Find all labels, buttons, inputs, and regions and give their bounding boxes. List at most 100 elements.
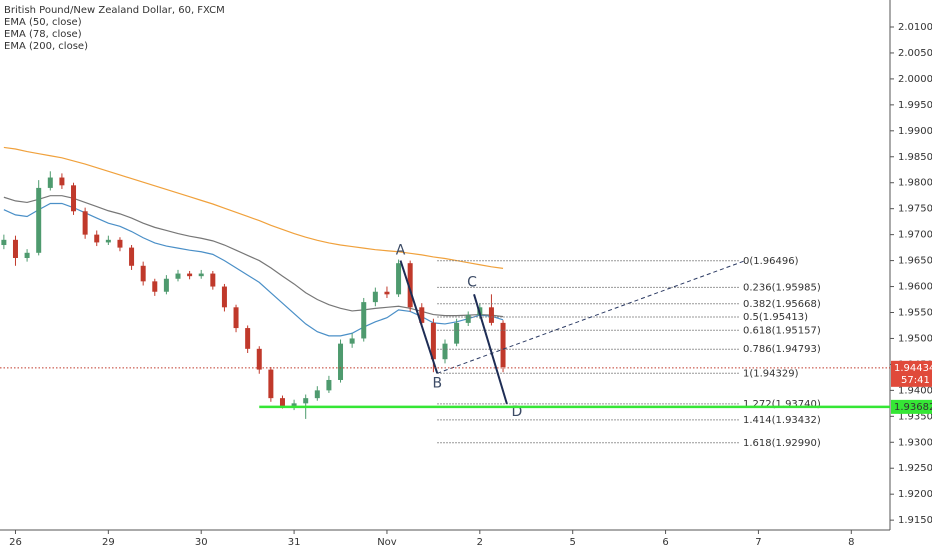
fib-level-label: 0.382(1.95668): [743, 299, 821, 310]
candle-body: [152, 281, 158, 292]
candle-body: [454, 322, 460, 344]
fib-level-label: 0.618(1.95157): [743, 325, 821, 336]
candle-body: [198, 273, 204, 277]
last-price-box: [891, 360, 932, 387]
candle-body: [71, 185, 77, 212]
candle-body: [384, 291, 390, 295]
candle-body: [47, 177, 53, 188]
last-price-label: 1.94434: [894, 363, 932, 374]
support-price-label: 1.93682: [894, 402, 932, 413]
x-tick-label: 2: [477, 537, 483, 548]
candle-body: [210, 273, 216, 287]
candle-body: [163, 278, 169, 292]
fib-level-label: 1(1.94329): [743, 368, 799, 379]
fib-level-label: 1.618(1.92990): [743, 438, 821, 449]
y-tick-label: 1.95000: [898, 333, 932, 344]
candle-body: [291, 403, 297, 406]
y-tick-label: 1.94000: [898, 385, 932, 396]
pattern-point-label: D: [512, 404, 523, 420]
candle-body: [372, 291, 378, 303]
candle-body: [361, 302, 367, 339]
ema-line: [3, 146, 504, 269]
pattern-point-label: B: [432, 375, 442, 391]
candle-body: [500, 322, 506, 368]
y-tick-label: 1.95500: [898, 307, 932, 318]
candle-body: [303, 398, 309, 404]
fib-level-label: 0.236(1.95985): [743, 282, 821, 293]
candle-body: [430, 322, 436, 360]
y-tick-label: 2.01000: [898, 22, 932, 33]
candle-body: [175, 273, 181, 279]
x-tick-label: 29: [102, 537, 115, 548]
fib-level-label: 0.786(1.94793): [743, 344, 821, 355]
candle-body: [129, 247, 135, 266]
candle-body: [349, 338, 355, 344]
fib-level-label: 0(1.96496): [743, 256, 799, 267]
chart-title: British Pound/New Zealand Dollar, 60, FX…: [4, 5, 225, 16]
y-tick-label: 1.98500: [898, 152, 932, 163]
candle-body: [396, 263, 402, 295]
candle-body: [221, 286, 227, 308]
candle-body: [187, 273, 193, 277]
x-tick-label: 5: [570, 537, 576, 548]
x-tick-label: 8: [848, 537, 854, 548]
support-price-box: [891, 399, 932, 414]
y-tick-label: 1.93500: [898, 411, 932, 422]
candle-body: [24, 252, 30, 258]
candle-body: [233, 307, 239, 329]
y-tick-label: 1.98000: [898, 178, 932, 189]
fib-level-label: 1.414(1.93432): [743, 415, 821, 426]
candle-body: [36, 187, 42, 253]
x-tick-label: 26: [9, 537, 22, 548]
legend-entry: EMA (200, close): [4, 41, 88, 52]
legend-entry: EMA (78, close): [4, 29, 82, 40]
candle-body: [465, 315, 471, 323]
pattern-point-label: C: [467, 274, 477, 290]
legend-entry: EMA (50, close): [4, 17, 82, 28]
candle-body: [256, 348, 262, 370]
candle-body: [140, 265, 146, 282]
candle-body: [1, 239, 7, 246]
pattern-leg: [399, 260, 439, 374]
candle-body: [407, 263, 413, 308]
pattern-leg: [473, 294, 508, 405]
x-tick-label: 31: [288, 537, 301, 548]
candle-body: [326, 379, 332, 391]
candle-body: [12, 239, 18, 258]
fib-level-label: 1.272(1.93740): [743, 399, 821, 410]
y-tick-label: 2.00500: [898, 48, 932, 59]
candle-body: [419, 307, 425, 323]
pattern-point-label: A: [396, 243, 406, 259]
x-tick-label: 7: [755, 537, 761, 548]
countdown-label: 57:41: [901, 375, 930, 386]
candle-body: [82, 211, 88, 235]
y-tick-label: 1.99500: [898, 100, 932, 111]
candle-body: [94, 234, 100, 243]
candle-body: [117, 239, 123, 248]
candle-body: [338, 343, 344, 380]
y-tick-label: 2.00000: [898, 74, 932, 85]
y-tick-label: 1.91500: [898, 515, 932, 526]
candle-body: [268, 369, 274, 399]
y-tick-label: 1.96000: [898, 282, 932, 293]
y-tick-label: 1.93000: [898, 437, 932, 448]
y-tick-label: 1.92000: [898, 489, 932, 500]
candle-body: [59, 177, 65, 186]
projection-line: [437, 260, 746, 374]
y-tick-label: 1.92500: [898, 463, 932, 474]
x-tick-label: 30: [195, 537, 208, 548]
x-tick-label: Nov: [377, 537, 397, 548]
candle-body: [105, 239, 111, 243]
y-tick-label: 1.97000: [898, 230, 932, 241]
y-tick-label: 1.99000: [898, 126, 932, 137]
x-tick-label: 6: [662, 537, 668, 548]
y-tick-label: 1.97500: [898, 204, 932, 215]
fib-level-label: 0.5(1.95413): [743, 312, 808, 323]
candle-body: [245, 328, 251, 349]
y-tick-label: 1.96500: [898, 256, 932, 267]
candle-body: [442, 343, 448, 360]
candle-body: [314, 390, 320, 399]
